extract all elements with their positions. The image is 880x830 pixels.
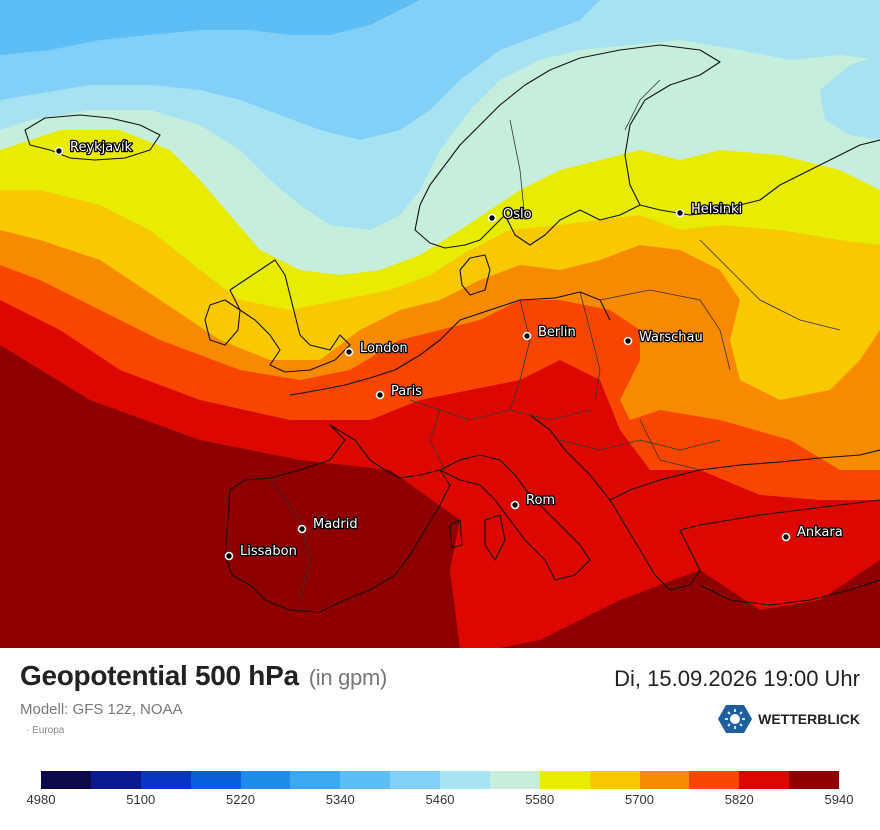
legend-swatch — [240, 771, 291, 789]
city-label: Lissabon — [240, 544, 297, 559]
city-london[interactable]: London — [344, 340, 409, 357]
legend-swatch — [190, 771, 241, 789]
forecast-datetime: Di, 15.09.2026 19:00 Uhr — [614, 666, 860, 691]
legend-tick-label: 5580 — [525, 792, 555, 807]
city-ankara[interactable]: Ankara — [781, 524, 844, 542]
city-berlin[interactable]: Berlin — [522, 324, 577, 341]
legend-swatch — [689, 771, 740, 789]
coastlines — [24, 44, 880, 613]
city-label: London — [360, 341, 408, 356]
region-label: · Europa — [26, 725, 65, 736]
model-info: Modell: GFS 12z, NOAA — [20, 701, 183, 718]
city-warschau[interactable]: Warschau — [623, 329, 704, 346]
geopotential-map: Reykjavík Oslo Helsinki London Berlin Wa… — [0, 0, 880, 648]
title-text: Geopotential 500 hPa — [20, 660, 299, 691]
wetterblick-logo[interactable]: WETTERBLICK — [718, 704, 860, 734]
legend-swatch — [440, 771, 490, 789]
city-label: Berlin — [538, 325, 576, 340]
legend-tick-label: 5460 — [425, 792, 455, 807]
legend-tick-label: 5940 — [824, 792, 854, 807]
city-label: Rom — [526, 493, 555, 508]
legend-swatch — [489, 771, 540, 789]
legend-tick-label: 5340 — [325, 792, 355, 807]
city-label: Paris — [391, 384, 422, 399]
legend-swatch — [589, 771, 640, 789]
legend-swatch — [340, 771, 391, 789]
legend-tick-label: 5820 — [724, 792, 754, 807]
color-legend — [41, 771, 839, 789]
legend-swatch — [539, 771, 590, 789]
map-footer — [0, 648, 880, 830]
legend-swatch — [290, 771, 341, 789]
legend-swatch — [789, 771, 839, 789]
legend-swatch — [639, 771, 690, 789]
city-paris[interactable]: Paris — [375, 383, 423, 400]
city-helsinki[interactable]: Helsinki — [675, 201, 743, 218]
city-lissabon[interactable]: Lissabon — [224, 543, 298, 561]
legend-swatch — [390, 771, 440, 789]
region-text: Europa — [32, 725, 65, 736]
city-oslo[interactable]: Oslo — [487, 206, 533, 223]
band-5340 — [0, 0, 420, 55]
legend-swatch — [140, 771, 191, 789]
band-5400-east — [820, 55, 880, 140]
sun-logo-icon — [718, 705, 753, 733]
country-borders — [269, 79, 841, 601]
legend-tick-label: 4980 — [26, 792, 56, 807]
logo-text: WETTERBLICK — [758, 711, 860, 727]
legend-swatch — [739, 771, 790, 789]
unit-text: (in gpm) — [308, 665, 388, 690]
city-reykjavik[interactable]: Reykjavík — [54, 139, 134, 156]
legend-ticks: 4980 5100 5220 5340 5460 5580 5700 5820 5940 — [0, 792, 880, 812]
legend-swatch — [90, 771, 141, 789]
legend-tick-label: 5100 — [126, 792, 156, 807]
legend-tick-label: 5700 — [625, 792, 654, 807]
city-madrid[interactable]: Madrid — [297, 516, 359, 534]
city-label: Madrid — [313, 517, 358, 532]
city-label: Oslo — [503, 207, 532, 222]
city-markers: Reykjavík Oslo Helsinki London Berlin Wa… — [54, 139, 844, 561]
city-label: Ankara — [797, 525, 843, 540]
city-label: Warschau — [639, 330, 703, 345]
city-rom[interactable]: Rom — [510, 492, 556, 510]
legend-tick-label: 5220 — [226, 792, 255, 807]
map-title: Geopotential 500 hPa (in gpm) — [20, 660, 387, 692]
legend-swatch — [41, 771, 91, 789]
city-label: Reykjavík — [70, 140, 133, 155]
city-label: Helsinki — [691, 202, 742, 217]
